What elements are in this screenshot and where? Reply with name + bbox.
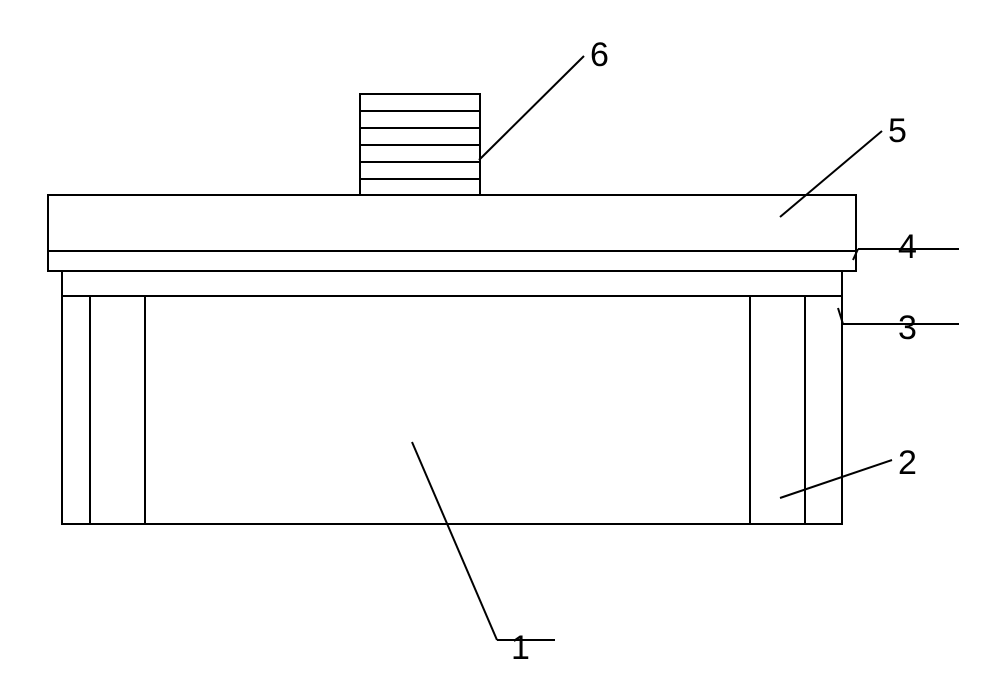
label-3: 3 — [898, 309, 917, 348]
technical-diagram: 1 2 3 4 5 6 — [0, 0, 986, 687]
label-6: 6 — [590, 36, 609, 75]
diagram-svg — [0, 0, 986, 687]
label-5: 5 — [888, 112, 907, 151]
layer-thick — [48, 195, 856, 251]
label-2: 2 — [898, 444, 917, 483]
label-4: 4 — [898, 228, 917, 267]
leader-6 — [479, 56, 584, 160]
leader-5 — [780, 131, 882, 217]
label-1: 1 — [511, 629, 530, 668]
layer-thin-2 — [48, 251, 856, 271]
leader-1 — [412, 442, 497, 640]
leader-2 — [780, 460, 892, 498]
layer-thin-1 — [62, 271, 842, 296]
main-body — [62, 296, 842, 524]
